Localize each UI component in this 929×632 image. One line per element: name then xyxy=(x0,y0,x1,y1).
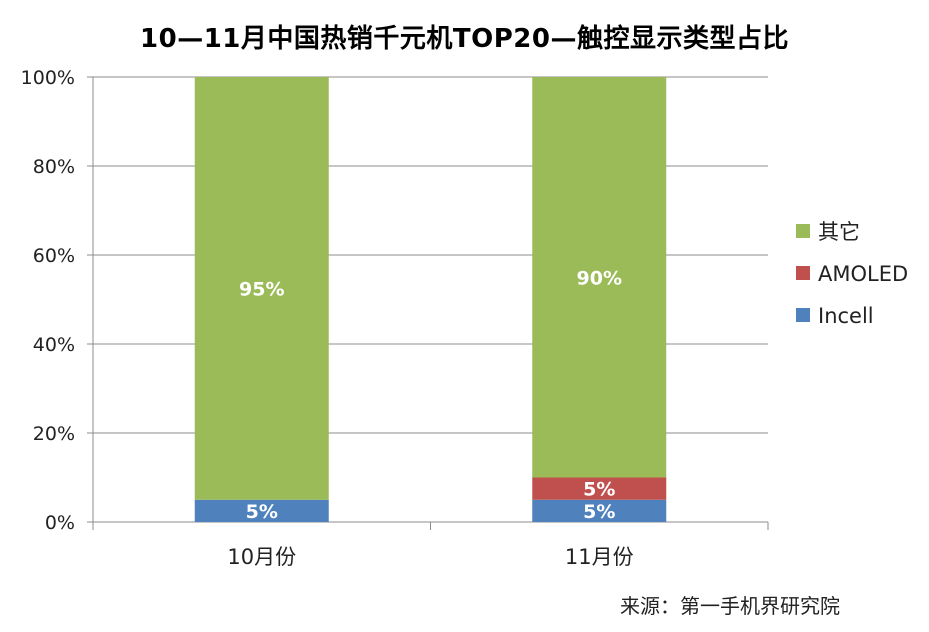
legend: 其它 AMOLED Incell xyxy=(796,220,908,328)
chart-title: 10—11月中国热销千元机TOP20—触控显示类型占比 xyxy=(140,24,789,54)
legend-swatch xyxy=(796,224,810,238)
bar-segment xyxy=(194,77,329,500)
y-tick-label: 100% xyxy=(21,67,75,89)
bar-segment xyxy=(532,477,667,500)
legend-label: Incell xyxy=(818,304,874,328)
legend-label: AMOLED xyxy=(818,262,908,286)
legend-swatch xyxy=(796,308,810,322)
bars xyxy=(194,77,667,522)
y-tick-label: 40% xyxy=(33,334,75,356)
data-label: 5% xyxy=(583,501,615,523)
data-label: 90% xyxy=(577,267,622,289)
bar-segment xyxy=(532,77,667,478)
y-tick-label: 80% xyxy=(33,156,75,178)
bar-segment xyxy=(532,499,667,522)
legend-swatch xyxy=(796,266,810,280)
data-label: 95% xyxy=(239,278,284,300)
data-label: 5% xyxy=(246,501,278,523)
x-category-label: 10月份 xyxy=(227,545,296,569)
x-axis-categories: 10月份 11月份 xyxy=(227,545,633,569)
y-tick-label: 20% xyxy=(33,423,75,445)
x-category-label: 11月份 xyxy=(565,545,634,569)
bar-segment xyxy=(194,499,329,522)
y-tick-label: 60% xyxy=(33,245,75,267)
y-axis-ticks: 0% 20% 40% 60% 80% 100% xyxy=(21,67,93,534)
source-note: 来源：第一手机界研究院 xyxy=(620,594,840,618)
data-label: 5% xyxy=(583,479,615,501)
y-tick-label: 0% xyxy=(45,512,75,534)
data-labels: 5%95%5%5%90% xyxy=(239,267,622,523)
grid-lines xyxy=(92,76,769,530)
legend-label: 其它 xyxy=(818,220,860,244)
